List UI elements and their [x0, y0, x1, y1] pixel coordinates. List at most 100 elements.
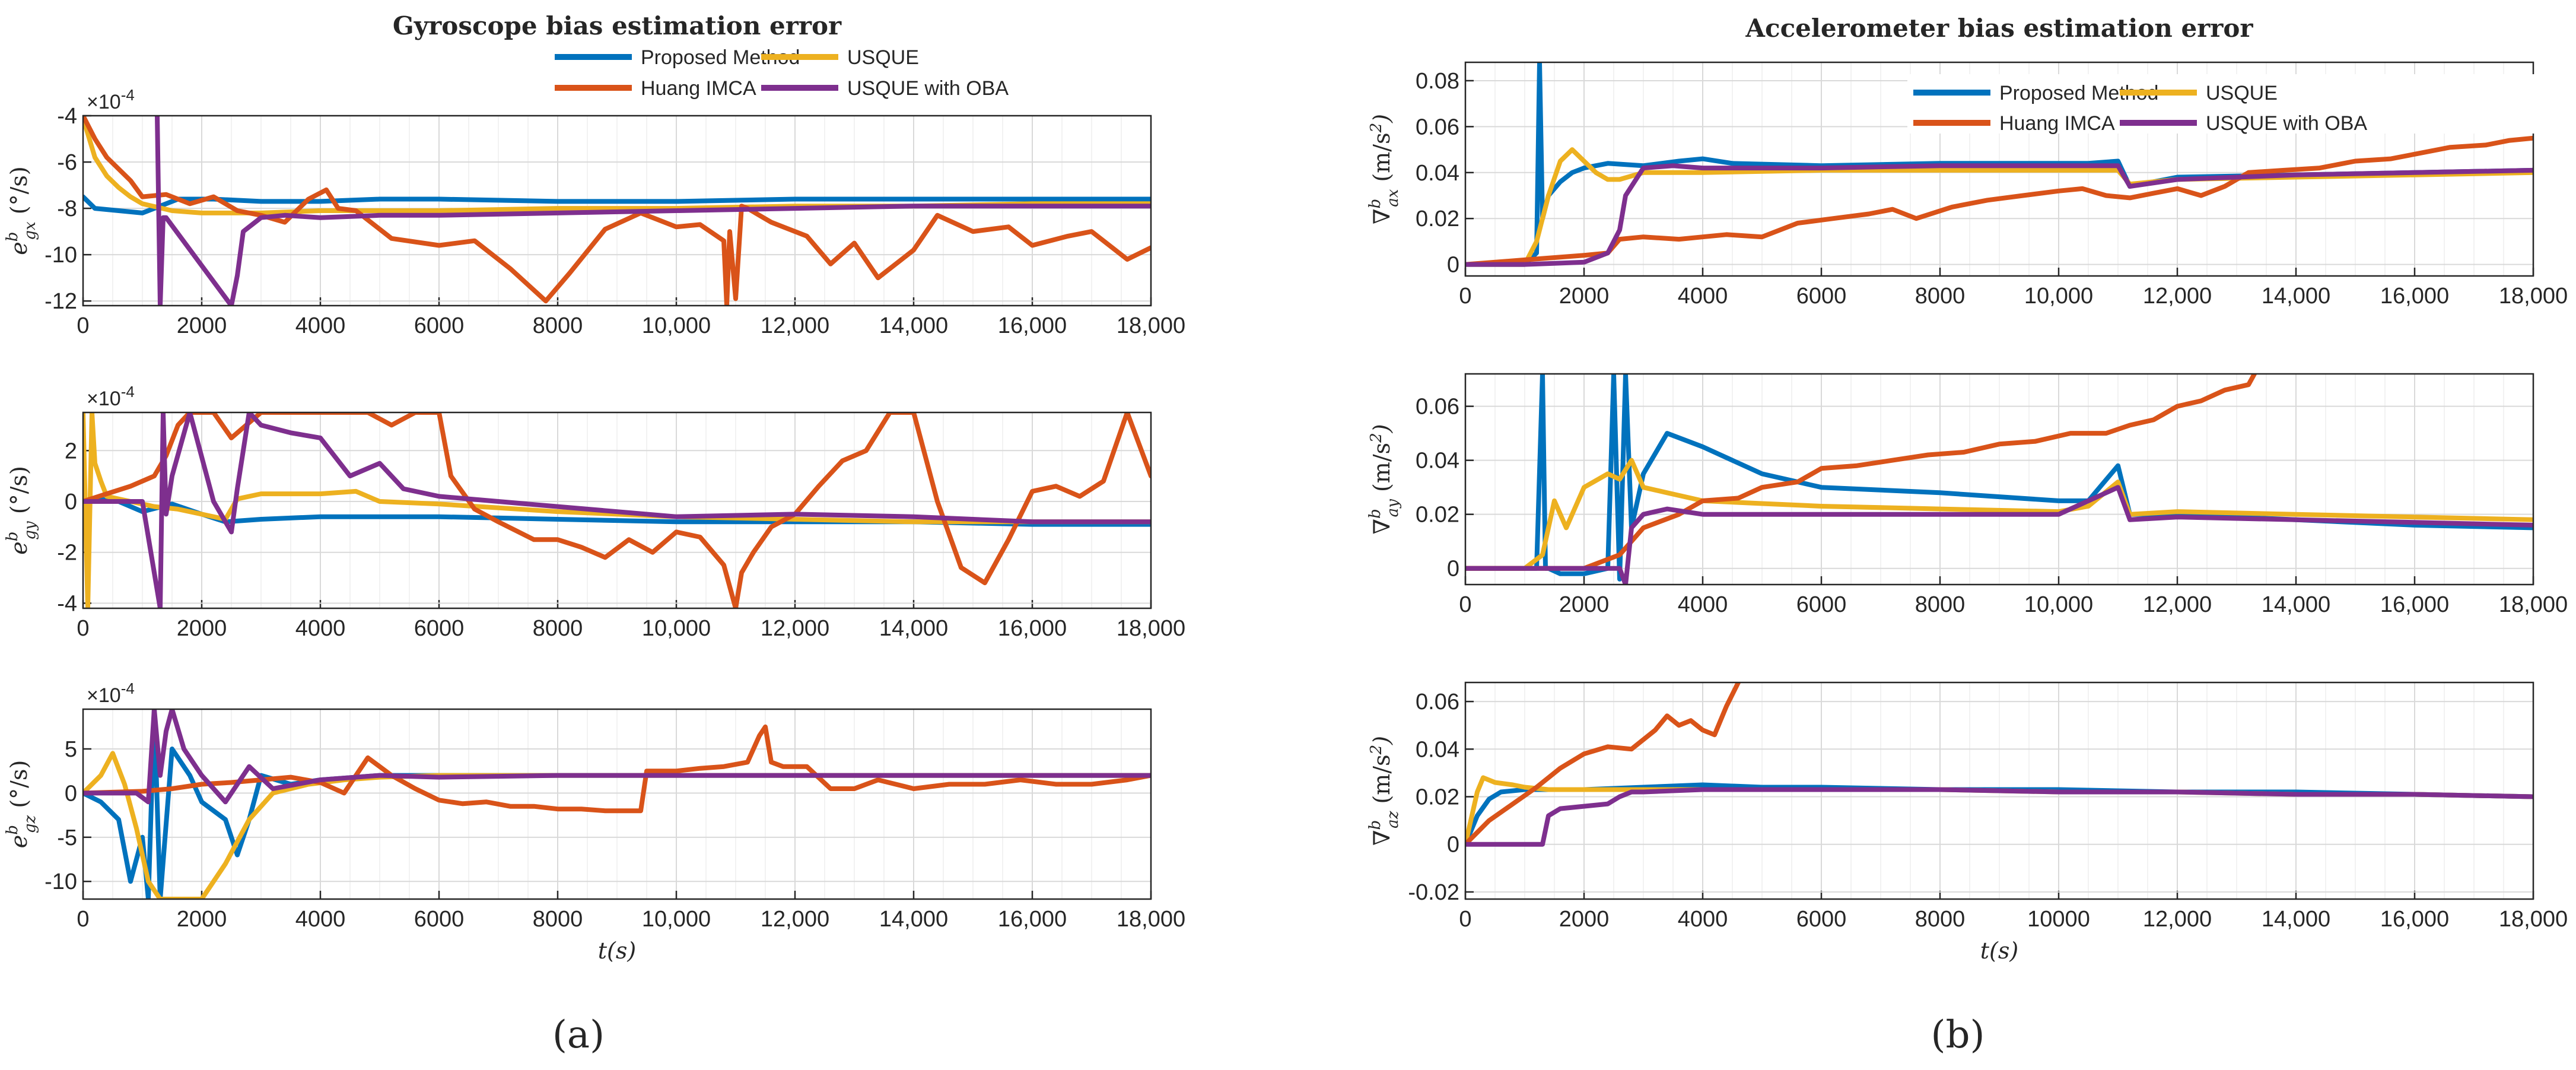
caption-b: (b)	[1931, 1013, 1985, 1057]
x-tick-label: 6000	[414, 907, 465, 932]
y-tick-label: 0.06	[1416, 395, 1459, 420]
x-tick-label: 4000	[1678, 907, 1728, 932]
axes-frame	[82, 115, 1152, 307]
series-line-usque-with-oba	[155, 116, 1151, 306]
y-tick-label: -5	[57, 825, 77, 850]
axes-frame	[82, 411, 1152, 609]
legend-label-huang: Huang IMCA	[1999, 112, 2115, 135]
series-line-huang-imca	[1465, 135, 2533, 267]
x-tick-label: 6000	[1796, 907, 1847, 932]
x-tick-label: 18,000	[2499, 284, 2568, 309]
series-line-usque-with-oba	[83, 412, 1151, 608]
series-line-usque-with-oba	[1465, 163, 2533, 267]
x-tick-label: 2000	[1559, 592, 1610, 617]
axes-frame	[82, 708, 1152, 900]
y-axis-label: ∇baz (m/s2)	[1366, 736, 1402, 846]
series-line-usque-with-oba	[1465, 787, 2533, 847]
y-tick-label: 0	[1447, 253, 1459, 278]
series-line-huang-imca	[1465, 374, 2257, 571]
y-tick-label: 0.04	[1416, 449, 1459, 474]
x-tick-label: 12,000	[761, 616, 829, 641]
y-exponent-label: ×10-4	[87, 680, 135, 707]
panel-accel-y: 0 2000 4000 6000 8000 10,000 12,000 14,000 16,00…	[1366, 373, 2568, 617]
series-line-huang-imca	[83, 724, 1151, 814]
x-tick-label: 8000	[1915, 284, 1966, 309]
y-tick-label: -8	[57, 196, 77, 221]
x-tick-label: 4000	[1678, 592, 1728, 617]
x-tick-label: 18,000	[1117, 907, 1185, 932]
panel-accel-z: 0 2000 4000 6000 8000 10000 12,000 14,000 16,000…	[1366, 681, 2568, 964]
y-axis-label: ∇bay (m/s2)	[1366, 424, 1402, 534]
x-tick-label: 0	[77, 616, 89, 641]
series-group	[83, 412, 1151, 608]
x-tick-label: 8000	[1915, 592, 1966, 617]
series-group	[1465, 682, 2533, 847]
chart-title: Gyroscope bias estimation error	[393, 11, 842, 40]
x-tick-label: 0	[1459, 907, 1471, 932]
axes-frame	[1464, 61, 2534, 277]
y-tick-label: 0.06	[1416, 115, 1459, 139]
y-axis-label: ∇bax (m/s2)	[1366, 114, 1402, 224]
axes-frame	[1464, 373, 2534, 586]
x-tick-label: 14,000	[879, 616, 948, 641]
legend-gyro: Proposed Method USQUE Huang IMCA USQUE w…	[555, 46, 1009, 100]
x-tick-label: 8000	[533, 313, 583, 338]
series-line-usque-with-oba	[1465, 485, 2533, 585]
x-axis-label: t(s)	[598, 938, 636, 964]
x-tick-label: 12,000	[761, 313, 829, 338]
series-line-huang-imca	[1465, 682, 1741, 847]
x-tick-label: 16,000	[998, 907, 1067, 932]
x-tick-label: 0	[1459, 592, 1471, 617]
y-tick-label: -12	[44, 289, 77, 314]
y-tick-label: -10	[44, 869, 77, 894]
panel-gyro-y: 0 2000 4000 6000 8000 10,000 12,000 14,000 16,00…	[4, 383, 1185, 641]
y-exponent-label: ×10-4	[87, 383, 135, 410]
y-tick-label: 0.06	[1416, 690, 1459, 715]
x-tick-label: 4000	[295, 616, 346, 641]
y-axis-label: ebgz (°/s)	[4, 760, 39, 849]
y-tick-label: 5	[65, 737, 77, 762]
x-tick-label: 0	[77, 907, 89, 932]
legend-label-oba: USQUE with OBA	[847, 77, 1009, 100]
x-tick-label: 12,000	[761, 907, 829, 932]
x-tick-label: 10,000	[642, 616, 711, 641]
x-tick-label: 6000	[414, 313, 465, 338]
y-tick-label: 0	[65, 490, 77, 515]
x-tick-label: 18,000	[2499, 907, 2568, 932]
x-tick-label: 14,000	[879, 313, 948, 338]
y-tick-label: -4	[57, 104, 77, 129]
axes-frame	[1464, 681, 2534, 900]
series-group	[1465, 374, 2533, 585]
x-tick-label: 6000	[1796, 284, 1847, 309]
y-tick-label: 0.04	[1416, 737, 1459, 762]
series-line-huang-imca	[83, 412, 1151, 608]
y-axis-label: ebgx (°/s)	[4, 166, 39, 255]
x-tick-label: 14,000	[2262, 907, 2330, 932]
x-tick-label: 12,000	[2143, 907, 2212, 932]
y-axis-label: ebgy (°/s)	[4, 466, 39, 555]
x-tick-label: 4000	[1678, 284, 1728, 309]
legend-accel-box	[1907, 74, 2545, 134]
y-tick-label: -0.02	[1408, 880, 1459, 905]
legend-label-usque: USQUE	[847, 46, 919, 69]
x-tick-label: 10,000	[2024, 592, 2093, 617]
x-tick-label: 2000	[1559, 284, 1610, 309]
y-tick-label: 0.08	[1416, 69, 1459, 94]
y-tick-label: -4	[57, 591, 77, 616]
x-tick-label: 14,000	[2262, 592, 2330, 617]
legend-accel: Proposed Method USQUE Huang IMCA USQUE w…	[1907, 74, 2545, 135]
x-tick-label: 8000	[533, 907, 583, 932]
panel-gyro-x: 0 2000 4000 6000 8000 10,000 12,000 14,000 16,00…	[4, 11, 1185, 338]
caption-a: (a)	[552, 1013, 605, 1057]
x-tick-label: 10,000	[642, 907, 711, 932]
x-tick-label: 0	[1459, 284, 1471, 309]
x-tick-label: 6000	[414, 616, 465, 641]
x-axis-label: t(s)	[1980, 938, 2018, 964]
y-tick-label: 0.04	[1416, 161, 1459, 186]
y-tick-label: 0.02	[1416, 785, 1459, 810]
x-tick-label: 16,000	[2380, 907, 2449, 932]
x-tick-label: 10000	[2027, 907, 2090, 932]
x-tick-label: 16,000	[2380, 284, 2449, 309]
y-exponent-label: ×10-4	[87, 86, 135, 113]
